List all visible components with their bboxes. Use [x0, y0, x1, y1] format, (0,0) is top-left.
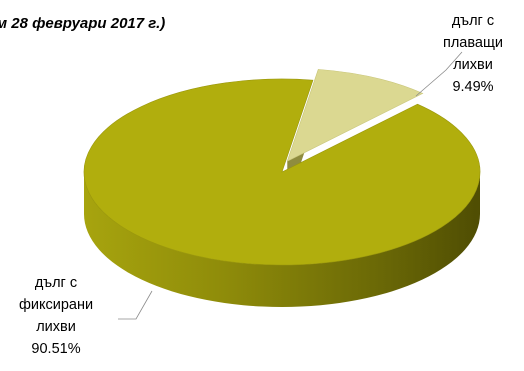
slice-value-label: 90.51% [31, 341, 81, 357]
pie-slice-side [84, 172, 480, 307]
slice-label-fixed-rate: дълг с фиксирани лихви 90.51% [0, 272, 116, 360]
slice-label-line: дълг с [451, 13, 495, 29]
slice-label-line: дълг с [34, 275, 78, 291]
slice-label-line: плаващи [442, 35, 503, 51]
pie-slice-fixed-rate [83, 78, 481, 266]
leader-line-fixed-rate [118, 290, 153, 320]
slice-label-line: лихви [453, 57, 493, 73]
slice-label-line: фиксирани [18, 297, 94, 313]
slice-value-label: 9.49% [452, 79, 494, 95]
slice-label-line: лихви [36, 319, 76, 335]
pie-slice-floating-rate [286, 69, 424, 162]
slice-label-floating-rate: дълг с плаващи лихви 9.49% [418, 10, 524, 98]
chart-title: м 28 февруари 2017 г.) [0, 15, 166, 32]
leader-line-floating-rate [415, 51, 463, 97]
